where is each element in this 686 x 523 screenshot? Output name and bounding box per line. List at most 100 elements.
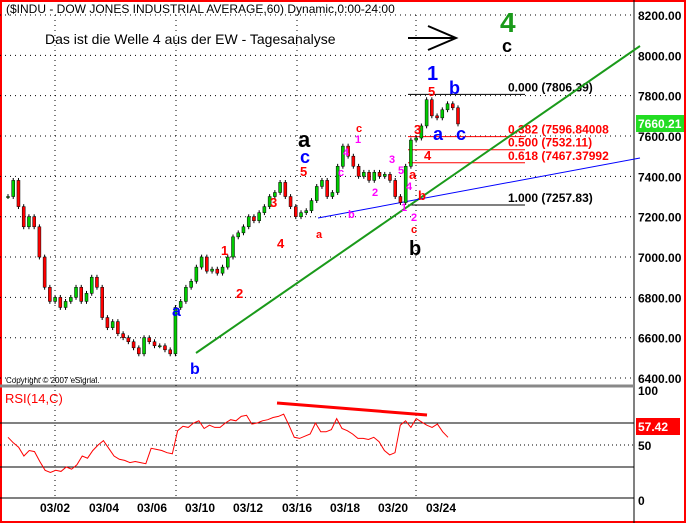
blue-trendline[interactable] [317,157,641,219]
candle [42,256,47,288]
candle [398,196,403,203]
candle [372,172,377,181]
wave-label: 1 [427,63,438,85]
wave-label: b [449,78,460,98]
candle [173,307,178,355]
wave-label: 5 [300,164,307,179]
wave-label: 3 [414,122,421,137]
candle [451,103,455,109]
wave-label: b [409,238,421,260]
wave-label: 2 [236,286,243,301]
candle [356,166,361,177]
candle [382,174,387,177]
candle [116,321,120,334]
candle [131,341,136,349]
date-tick-label: 03/12 [233,501,263,515]
candle [456,107,460,125]
candle [335,166,340,193]
copyright: Copyright © 2007 eSignal. [6,376,100,385]
wave-4-big-label: 4 [500,7,516,38]
price-axis[interactable]: 8200.00 8000.00 7800.00 7600.00 7400.00 7200.… [638,9,682,508]
price-tick-label: 7000.00 [638,251,682,265]
date-tick-label: 03/20 [378,501,408,515]
candle [414,137,418,141]
candle [445,103,450,111]
candle [283,182,288,197]
candle [424,99,429,127]
wave-label: 2 [372,187,378,199]
annotation-text: Das ist die Welle 4 aus der EW - Tagesan… [45,31,336,47]
fib-level-label: 0.000 (7806.39) [508,80,593,94]
candle [226,256,230,268]
candle [11,180,15,197]
candle [241,226,246,234]
candle [210,268,214,272]
rsi-line [7,413,449,474]
wave-label: 4 [277,236,285,251]
rsi-panel [0,413,634,474]
wave-label: a [298,127,311,152]
wave-label: c [411,224,417,236]
wave-label: 3 [270,195,277,210]
candle [231,236,235,258]
date-tick-label: 03/04 [89,501,119,515]
candle [314,186,319,201]
wave-label: 2 [411,212,417,224]
candle [252,216,256,221]
candle [105,317,110,328]
candle [69,297,73,302]
candle [32,216,36,228]
date-tick-label: 03/16 [282,501,312,515]
time-axis[interactable]: 03/02 03/04 03/06 03/10 03/12 03/16 03/18 03/20… [40,501,456,515]
wave-label: 1 [355,134,361,146]
candle [142,337,146,355]
wave-label: c [356,123,362,135]
date-tick-label: 03/10 [185,501,215,515]
wave-label: a [316,229,323,241]
candle [273,192,277,197]
candle [16,180,21,207]
candle [341,145,345,167]
candle [362,172,366,177]
price-tick-label: 7800.00 [638,90,682,104]
candle [236,232,240,238]
price-tick-label: 8000.00 [638,49,682,63]
candle [388,174,392,181]
rsi-tick-label: 100 [638,384,658,398]
date-tick-label: 03/02 [40,501,70,515]
candle [184,287,188,302]
candle [267,196,272,207]
price-candles [6,97,460,357]
candle [288,196,293,207]
candle [79,287,84,302]
price-tick-label: 6600.00 [638,332,682,346]
candle [157,345,162,348]
wave-label: 5 [398,165,404,177]
candle [246,216,251,228]
candle [27,216,31,228]
rsi-divergence-line[interactable] [276,401,428,417]
rsi-tick-label: 0 [638,494,645,508]
last-price-box [636,115,684,132]
candle [137,347,141,355]
wave-label: a [172,303,181,320]
candle [377,172,382,177]
candle [199,256,204,268]
date-tick-label: 03/06 [137,501,167,515]
candle [435,115,439,119]
wave-label: 4 [406,181,413,193]
last-rsi: 57.42 [638,420,668,434]
price-tick-label: 7600.00 [638,130,682,144]
candle [163,345,167,351]
wave-label: c [300,147,310,167]
candle [126,337,131,343]
candle [257,212,261,221]
wave-label: b [348,209,355,221]
grid [0,14,634,498]
candle [220,266,225,274]
candle [84,293,89,302]
fib-level-label: 0.500 (7532.11) [508,136,592,150]
